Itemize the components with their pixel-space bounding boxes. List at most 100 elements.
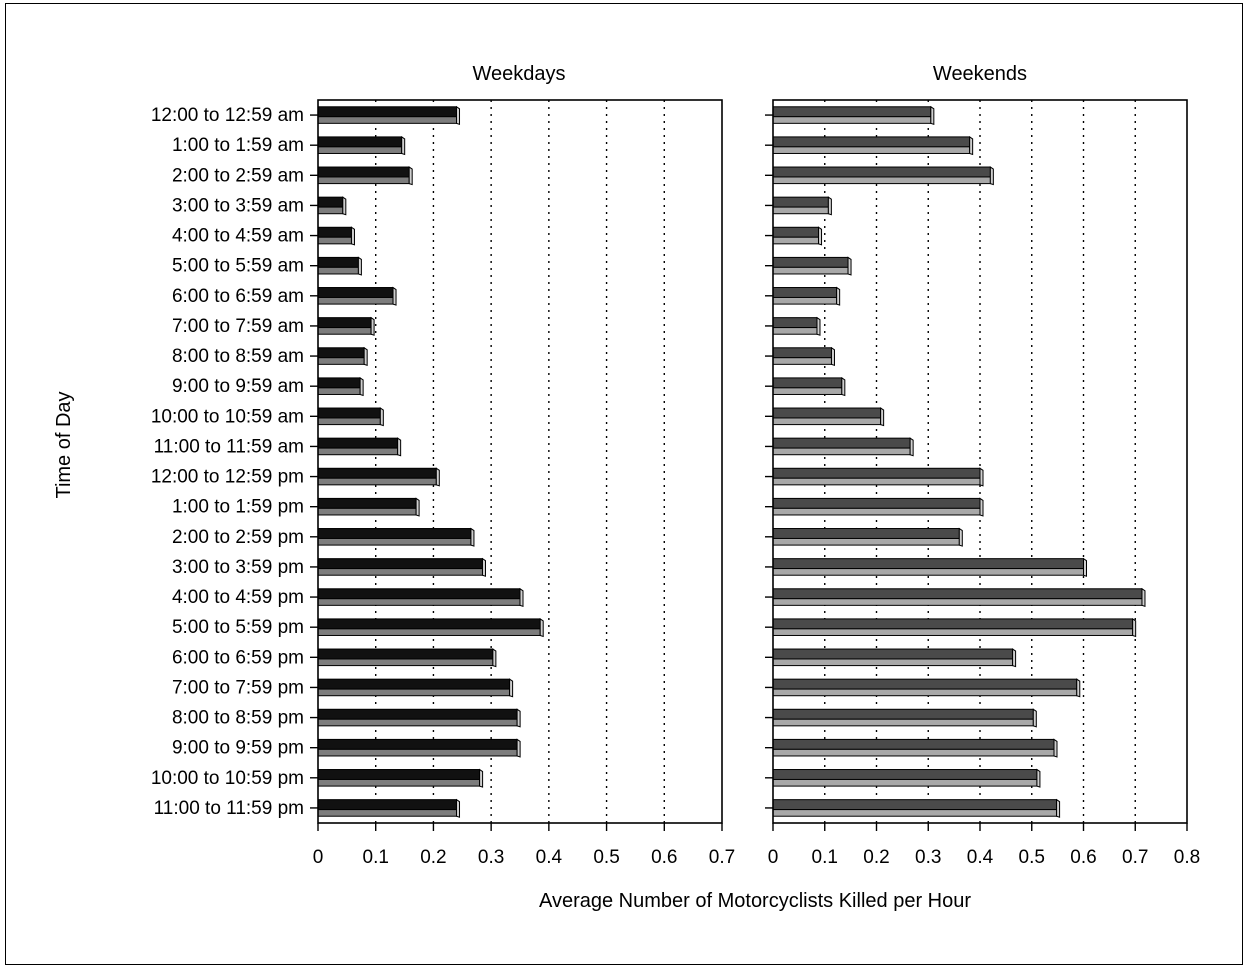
category-label-11-00-to-11-59-pm: 11:00 to 11:59 pm	[154, 798, 304, 819]
weekends-bar-5-00-to-5-59-pm	[772, 617, 1137, 638]
weekdays-bar-12-00-to-12-59-pm	[317, 467, 440, 487]
weekends-bar-6-00-to-6-59-pm	[772, 648, 1017, 668]
x-axis-title: Average Number of Motorcyclists Killed p…	[539, 890, 971, 912]
weekdays-bar-4-00-to-4-59-am	[317, 226, 355, 246]
panel-weekends: 0 0.1 0.2 0.3 0.4 0.5 0.6 0.7 0.8	[765, 99, 1200, 868]
weekends-bar-10-00-to-10-59-am	[772, 407, 885, 427]
weekends-x-tick-label: 0.6	[1070, 847, 1096, 868]
weekdays-x-tick-label: 0.2	[420, 847, 446, 868]
weekdays-bar-5-00-to-5-59-am	[317, 256, 362, 276]
chart-frame	[5, 3, 1243, 965]
category-label-1-00-to-1-59-am: 1:00 to 1:59 am	[172, 135, 304, 156]
weekends-bar-12-00-to-12-59-pm	[772, 467, 984, 487]
weekends-x-tick-label: 0.7	[1122, 847, 1148, 868]
weekends-bar-9-00-to-9-59-pm	[772, 738, 1058, 758]
weekdays-x-tick-label: 0.5	[593, 847, 619, 868]
weekends-bar-7-00-to-7-59-am	[772, 316, 821, 336]
weekends-bar-11-00-to-11-59-pm	[772, 798, 1061, 818]
category-label-3-00-to-3-59-am: 3:00 to 3:59 am	[172, 195, 304, 216]
weekends-bar-6-00-to-6-59-am	[772, 286, 841, 306]
weekends-bar-5-00-to-5-59-am	[772, 256, 852, 276]
weekdays-bar-6-00-to-6-59-am	[317, 286, 397, 306]
weekends-bar-11-00-to-11-59-am	[772, 437, 914, 457]
category-label-10-00-to-10-59-pm: 10:00 to 10:59 pm	[151, 768, 304, 789]
weekdays-bar-4-00-to-4-59-pm	[317, 587, 524, 608]
weekends-x-tick-label: 0.2	[863, 847, 889, 868]
category-label-11-00-to-11-59-am: 11:00 to 11:59 am	[154, 436, 304, 457]
panel-title-weekends: Weekends	[933, 63, 1027, 85]
weekends-bar-2-00-to-2-59-am	[772, 166, 994, 186]
weekdays-bar-1-00-to-1-59-am	[317, 135, 406, 156]
weekends-bar-3-00-to-3-59-am	[772, 196, 832, 216]
weekends-bar-8-00-to-8-59-am	[772, 346, 835, 367]
weekends-bar-10-00-to-10-59-pm	[772, 768, 1041, 788]
weekdays-bar-7-00-to-7-59-pm	[317, 678, 514, 698]
weekdays-bar-5-00-to-5-59-pm	[317, 617, 544, 638]
weekends-bar-4-00-to-4-59-pm	[772, 587, 1146, 608]
category-label-12-00-to-12-59-am: 12:00 to 12:59 am	[151, 105, 304, 126]
weekends-x-tick-label: 0.3	[915, 847, 941, 868]
weekends-bar-1-00-to-1-59-pm	[772, 497, 984, 517]
category-label-8-00-to-8-59-pm: 8:00 to 8:59 pm	[172, 708, 304, 729]
weekdays-plot-area	[317, 99, 723, 824]
category-label-1-00-to-1-59-pm: 1:00 to 1:59 pm	[172, 497, 304, 518]
weekdays-bar-10-00-to-10-59-pm	[317, 768, 484, 788]
weekdays-bar-3-00-to-3-59-am	[317, 196, 347, 216]
category-label-9-00-to-9-59-am: 9:00 to 9:59 am	[172, 376, 304, 397]
weekdays-x-tick-label: 0.6	[651, 847, 677, 868]
category-label-6-00-to-6-59-pm: 6:00 to 6:59 pm	[172, 647, 304, 668]
category-label-6-00-to-6-59-am: 6:00 to 6:59 am	[172, 286, 304, 307]
weekends-x-tick-label: 0.8	[1174, 847, 1200, 868]
weekends-bar-2-00-to-2-59-pm	[772, 527, 963, 547]
category-label-4-00-to-4-59-pm: 4:00 to 4:59 pm	[172, 587, 304, 608]
category-label-5-00-to-5-59-am: 5:00 to 5:59 am	[172, 256, 304, 277]
weekdays-bar-2-00-to-2-59-pm	[317, 527, 475, 547]
category-label-5-00-to-5-59-pm: 5:00 to 5:59 pm	[172, 617, 304, 638]
weekends-bar-9-00-to-9-59-am	[772, 376, 846, 397]
weekdays-bar-11-00-to-11-59-pm	[317, 798, 461, 818]
weekdays-x-tick-label: 0.1	[363, 847, 389, 868]
weekdays-bar-9-00-to-9-59-pm	[317, 738, 521, 758]
weekends-bar-3-00-to-3-59-pm	[772, 557, 1087, 577]
panel-weekdays: 0 0.1 0.2 0.3 0.4 0.5 0.6 0.7	[310, 99, 735, 868]
weekdays-bar-6-00-to-6-59-pm	[317, 648, 497, 668]
weekends-x-tick-label: 0.1	[812, 847, 838, 868]
weekdays-x-tick-label: 0	[313, 847, 324, 868]
weekdays-bar-8-00-to-8-59-am	[317, 346, 368, 367]
category-labels: 12:00 to 12:59 am 1:00 to 1:59 am 2:00 to …	[151, 105, 304, 819]
weekends-bar-1-00-to-1-59-am	[772, 135, 974, 156]
weekdays-bar-10-00-to-10-59-am	[317, 407, 384, 427]
weekdays-bar-7-00-to-7-59-am	[317, 316, 375, 336]
weekends-bar-4-00-to-4-59-am	[772, 226, 823, 246]
y-axis-title: Time of Day	[53, 391, 75, 498]
weekdays-bar-3-00-to-3-59-pm	[317, 557, 486, 577]
category-label-12-00-to-12-59-pm: 12:00 to 12:59 pm	[151, 467, 304, 488]
weekdays-x-tick-label: 0.4	[536, 847, 563, 868]
category-label-9-00-to-9-59-pm: 9:00 to 9:59 pm	[172, 738, 304, 759]
category-label-4-00-to-4-59-am: 4:00 to 4:59 am	[172, 226, 304, 247]
weekends-x-tick-label: 0.4	[967, 847, 994, 868]
category-label-7-00-to-7-59-am: 7:00 to 7:59 am	[172, 316, 304, 337]
weekdays-bar-1-00-to-1-59-pm	[317, 497, 420, 517]
weekdays-bar-8-00-to-8-59-pm	[317, 708, 521, 728]
category-label-2-00-to-2-59-pm: 2:00 to 2:59 pm	[172, 527, 304, 548]
weekends-bar-12-00-to-12-59-am	[772, 105, 935, 126]
weekdays-bar-9-00-to-9-59-am	[317, 376, 364, 397]
category-label-8-00-to-8-59-am: 8:00 to 8:59 am	[172, 346, 304, 367]
category-label-10-00-to-10-59-am: 10:00 to 10:59 am	[151, 406, 304, 427]
weekdays-x-tick-label: 0.7	[709, 847, 735, 868]
weekdays-x-tick-label: 0.3	[478, 847, 504, 868]
panel-title-weekdays: Weekdays	[472, 63, 565, 85]
weekdays-bar-11-00-to-11-59-am	[317, 437, 402, 457]
weekends-x-tick-label: 0	[768, 847, 779, 868]
category-label-2-00-to-2-59-am: 2:00 to 2:59 am	[172, 165, 304, 186]
weekdays-bar-12-00-to-12-59-am	[317, 105, 461, 126]
weekends-bar-8-00-to-8-59-pm	[772, 708, 1037, 728]
category-label-3-00-to-3-59-pm: 3:00 to 3:59 pm	[172, 557, 304, 578]
weekends-bar-7-00-to-7-59-pm	[772, 678, 1081, 698]
category-label-7-00-to-7-59-pm: 7:00 to 7:59 pm	[172, 677, 304, 698]
weekends-x-tick-label: 0.5	[1019, 847, 1045, 868]
weekdays-bar-2-00-to-2-59-am	[317, 166, 413, 186]
